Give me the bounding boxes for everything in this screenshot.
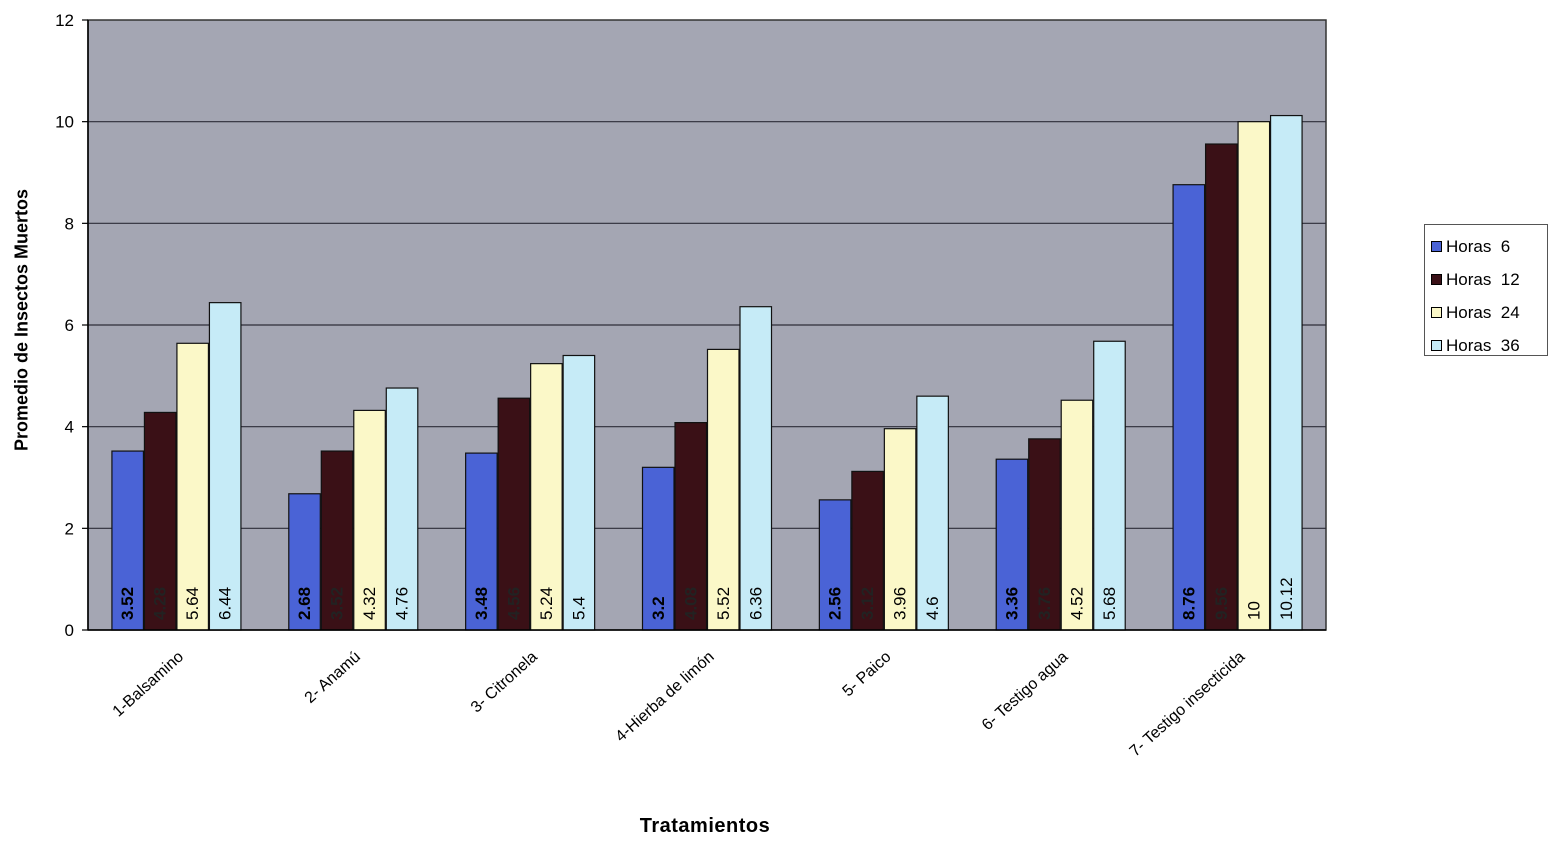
bar-value-label: 4.6	[923, 596, 942, 620]
bar-value-label: 5.24	[537, 587, 556, 620]
y-tick-label: 6	[65, 316, 74, 335]
bar-value-label: 5.64	[183, 587, 202, 620]
bar-value-label: 3.52	[328, 587, 347, 620]
legend-label: Horas 36	[1446, 335, 1520, 355]
legend: Horas 6 Horas 12 Horas 24 Horas 36	[1424, 224, 1548, 356]
legend-label: Horas 6	[1446, 236, 1511, 256]
bar-value-label: 3.52	[118, 587, 137, 620]
bar-value-label: 2.68	[295, 587, 314, 620]
x-tick-label: 1-Balsamino	[110, 648, 188, 720]
bar-value-label: 6.36	[746, 587, 765, 620]
legend-label: Horas 24	[1446, 302, 1520, 322]
legend-item: Horas 24	[1431, 296, 1547, 329]
bar	[1269, 114, 1303, 631]
bar	[1172, 184, 1206, 631]
bar-value-label: 4.52	[1067, 587, 1086, 620]
bar-value-label: 4.32	[360, 587, 379, 620]
bar	[530, 363, 563, 631]
y-tick-label: 0	[65, 621, 74, 640]
legend-item: Horas 6	[1431, 230, 1547, 263]
x-axis-title: Tratamientos	[639, 815, 771, 837]
y-tick-label: 10	[55, 113, 74, 132]
bar	[851, 470, 884, 631]
x-tick-label: 7- Testigo insecticida	[1127, 648, 1249, 760]
bar	[385, 387, 419, 631]
x-tick-label: 4-Hierba de limón	[612, 648, 717, 745]
bar-value-label: 10.12	[1277, 577, 1296, 620]
x-tick-label: 2- Anamú	[302, 648, 364, 706]
bar	[353, 409, 386, 631]
legend-swatch-icon	[1431, 274, 1442, 285]
legend-label: Horas 12	[1446, 269, 1520, 289]
legend-item: Horas 12	[1431, 263, 1547, 296]
bar	[739, 306, 773, 631]
y-axis-title: Promedio de Insectos Muertos	[11, 188, 32, 452]
bar	[641, 466, 675, 631]
bar	[916, 395, 949, 631]
bar	[111, 450, 145, 631]
bar-value-label: 5.68	[1100, 587, 1119, 620]
legend-swatch-icon	[1431, 307, 1442, 318]
bar	[1093, 340, 1126, 631]
bar-value-label: 2.56	[826, 587, 845, 620]
bar-value-label: 3.48	[472, 587, 491, 620]
bar-value-label: 4.28	[151, 587, 170, 620]
bar	[562, 354, 596, 631]
bar-value-label: 8.76	[1179, 587, 1198, 620]
bar-value-label: 5.4	[569, 596, 588, 620]
x-tick-label: 3- Citronela	[468, 648, 541, 716]
bar-value-label: 3.96	[891, 587, 910, 620]
bar-value-label: 3.76	[1035, 587, 1054, 620]
bar-value-label: 3.2	[649, 596, 668, 620]
bar-value-label: 3.36	[1002, 587, 1021, 620]
bar	[1028, 438, 1061, 631]
bar-value-label: 4.76	[393, 587, 412, 620]
legend-swatch-icon	[1431, 340, 1442, 351]
bar	[497, 397, 531, 631]
bar-value-label: 6.44	[216, 587, 235, 620]
bar-value-label: 4.56	[504, 587, 523, 620]
y-tick-label: 12	[55, 11, 74, 30]
x-tick-label: 5- Paico	[840, 648, 895, 700]
bar	[1237, 121, 1271, 631]
bar	[1060, 399, 1094, 631]
legend-item: Horas 36	[1431, 329, 1547, 362]
bar-value-label: 4.08	[681, 587, 700, 620]
bar	[465, 452, 498, 631]
x-tick-label: 6- Testigo agua	[979, 648, 1072, 734]
bar-value-label: 9.56	[1212, 587, 1231, 620]
legend-swatch-icon	[1431, 241, 1442, 252]
bar-value-label: 10	[1244, 601, 1263, 620]
y-tick-label: 4	[65, 418, 74, 437]
bar	[883, 428, 917, 631]
y-tick-label: 8	[65, 214, 74, 233]
bar	[176, 342, 210, 631]
y-tick-label: 2	[65, 519, 74, 538]
bar	[995, 458, 1029, 631]
bar	[208, 302, 242, 631]
bar	[1204, 143, 1238, 631]
bar-value-label: 5.52	[714, 587, 733, 620]
bar-value-label: 3.12	[858, 587, 877, 620]
